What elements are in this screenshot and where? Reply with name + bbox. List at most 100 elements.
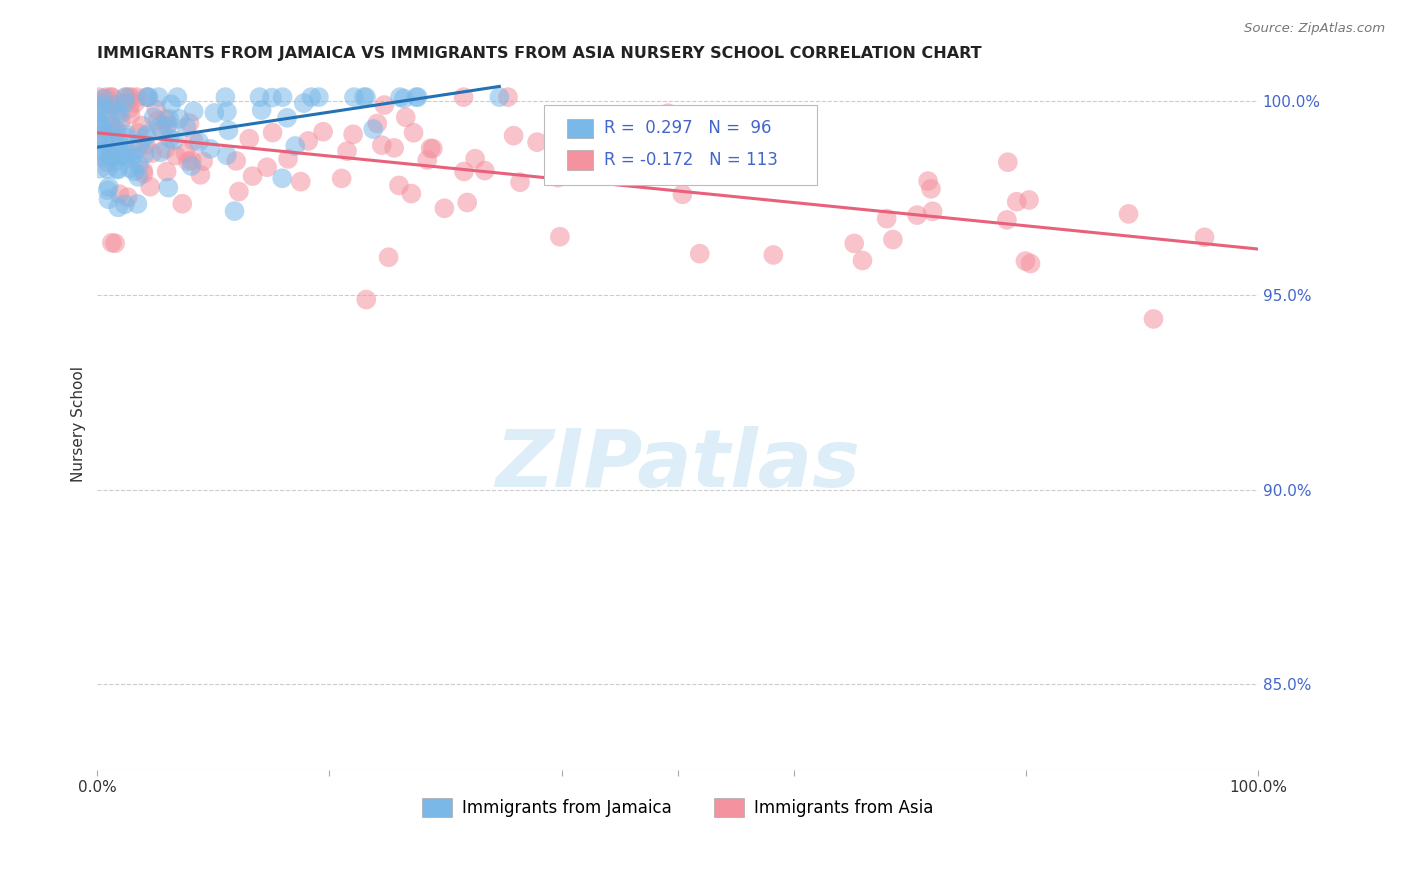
Point — [354, 90, 377, 104]
Point — [90, 117, 112, 131]
Point — [260, 90, 283, 104]
Point — [118, 161, 141, 176]
Point — [217, 123, 239, 137]
Point — [569, 138, 592, 153]
Point — [1142, 312, 1164, 326]
Point — [215, 104, 238, 119]
Point — [160, 97, 183, 112]
Point — [174, 145, 197, 160]
Point — [104, 97, 127, 112]
Point — [1018, 193, 1040, 207]
Point — [297, 134, 319, 148]
Point — [330, 171, 353, 186]
Point — [844, 236, 866, 251]
Point — [224, 204, 246, 219]
Point — [96, 128, 118, 142]
Text: R =  0.297   N =  96: R = 0.297 N = 96 — [605, 120, 772, 137]
Point — [165, 148, 187, 162]
Point — [117, 147, 139, 161]
Point — [361, 122, 384, 136]
Point — [145, 103, 167, 117]
Point — [122, 148, 145, 162]
Point — [242, 169, 264, 183]
Point — [98, 149, 121, 163]
Point — [474, 163, 496, 178]
Point — [343, 90, 366, 104]
Point — [177, 154, 200, 169]
Point — [148, 90, 170, 104]
Point — [156, 120, 179, 134]
Point — [91, 121, 114, 136]
Point — [502, 128, 524, 143]
Point — [921, 204, 943, 219]
Point — [97, 180, 120, 194]
Point — [1194, 230, 1216, 244]
Point — [433, 201, 456, 215]
Point — [149, 120, 172, 134]
Point — [105, 105, 128, 120]
Point — [115, 90, 138, 104]
Point — [157, 117, 180, 131]
Point — [526, 135, 548, 149]
Point — [98, 110, 121, 124]
Point — [101, 235, 124, 250]
Point — [190, 168, 212, 182]
Point — [193, 154, 215, 169]
Point — [157, 112, 180, 126]
Point — [105, 124, 128, 138]
Point — [100, 90, 122, 104]
Point — [100, 90, 122, 104]
Point — [134, 146, 156, 161]
Point — [395, 110, 418, 124]
Point — [142, 110, 165, 124]
Point — [180, 159, 202, 173]
Point — [882, 233, 904, 247]
Point — [91, 94, 114, 108]
Point — [464, 152, 486, 166]
Point — [96, 155, 118, 169]
Point — [150, 122, 173, 136]
Point — [509, 175, 531, 189]
Point — [671, 187, 693, 202]
Point — [416, 153, 439, 167]
Point — [112, 149, 135, 163]
Point — [308, 90, 330, 104]
Point — [1019, 256, 1042, 270]
FancyBboxPatch shape — [568, 119, 593, 138]
Point — [176, 120, 198, 135]
Point — [104, 122, 127, 136]
Point — [155, 112, 177, 127]
Point — [91, 150, 114, 164]
Point — [373, 98, 395, 112]
Point — [120, 152, 142, 166]
Point — [250, 103, 273, 117]
Point — [157, 180, 180, 194]
Point — [114, 197, 136, 211]
Point — [183, 104, 205, 119]
Point — [108, 187, 131, 202]
Point — [402, 126, 425, 140]
Point — [105, 161, 128, 176]
Point — [101, 99, 124, 113]
Point — [299, 90, 322, 104]
Point — [117, 190, 139, 204]
Point — [89, 143, 111, 157]
Point — [114, 96, 136, 111]
Point — [406, 90, 429, 104]
Point — [200, 142, 222, 156]
Point — [262, 126, 284, 140]
Point — [115, 130, 138, 145]
Point — [166, 90, 188, 104]
Point — [1014, 254, 1036, 268]
Point — [225, 153, 247, 168]
Point — [103, 131, 125, 145]
Point — [125, 90, 148, 104]
Point — [731, 147, 754, 161]
Point — [188, 135, 211, 149]
Point — [543, 127, 565, 141]
Point — [93, 91, 115, 105]
Point — [876, 211, 898, 226]
Point — [419, 141, 441, 155]
Point — [87, 101, 110, 115]
Point — [120, 108, 142, 122]
